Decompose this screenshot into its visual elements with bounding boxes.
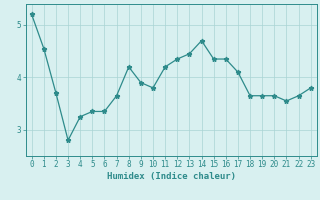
X-axis label: Humidex (Indice chaleur): Humidex (Indice chaleur) (107, 172, 236, 181)
